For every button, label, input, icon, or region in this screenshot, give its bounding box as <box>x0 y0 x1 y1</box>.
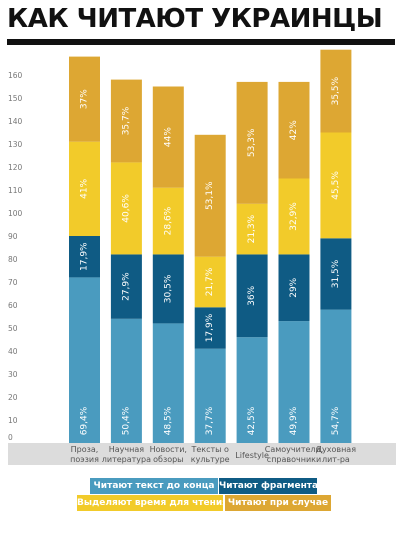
bar-segment <box>320 309 352 443</box>
bar-segment <box>320 132 352 239</box>
bar-value-label: 30,5% <box>163 274 173 303</box>
y-tick-label: 70 <box>8 278 18 287</box>
y-tick-label: 90 <box>8 232 18 241</box>
bar-value-label: 37% <box>80 89 90 109</box>
y-tick-label: 30 <box>8 370 18 379</box>
bar-value-label: 44% <box>163 127 173 147</box>
bar-segment <box>194 256 226 308</box>
bar-value-label: 48,5% <box>163 406 173 435</box>
x-axis-strip <box>8 443 396 465</box>
title-underline <box>7 39 395 45</box>
bar-value-label: 54,7% <box>331 406 341 435</box>
legend-item-read-fragments: Читают фрагментами <box>219 478 317 494</box>
bar-segment <box>278 81 310 179</box>
bar-value-label: 45,5% <box>331 171 341 200</box>
category-label: Духовная <box>316 445 356 454</box>
bar-segment <box>69 236 100 278</box>
bar-value-label: 42% <box>289 120 299 140</box>
bar-segment <box>320 49 352 133</box>
category-label: литература <box>102 455 151 464</box>
y-tick-label: 20 <box>8 393 18 402</box>
bar-value-label: 40,6% <box>121 194 131 223</box>
category-label: обзоры <box>153 455 183 464</box>
y-tick-label: 0 <box>8 433 13 442</box>
bar-segment <box>69 56 100 142</box>
bar-segment <box>194 307 226 349</box>
bar-segment <box>69 141 100 236</box>
page-title: КАК ЧИТАЮТ УКРАИНЦЫ <box>7 4 383 34</box>
bar-value-label: 27,9% <box>121 272 131 301</box>
bar-value-label: 41% <box>80 178 90 198</box>
bar-segment <box>236 81 268 204</box>
bar-value-label: 21,7% <box>205 267 215 296</box>
category-label: Lifestyle <box>235 451 269 460</box>
bar-segment <box>194 134 226 257</box>
category-label: Тексты о <box>190 445 229 454</box>
y-tick-label: 120 <box>8 163 23 172</box>
bar-segment <box>110 318 142 443</box>
bar-segment <box>320 238 352 310</box>
bar-segment <box>152 187 184 255</box>
bar-value-label: 42,5% <box>247 406 257 435</box>
category-label: Проза, <box>71 445 99 454</box>
category-label: Научная <box>109 445 145 454</box>
bar-value-label: 28,6% <box>163 206 173 235</box>
bar-segment <box>110 254 142 319</box>
bar-value-label: 69,4% <box>80 406 90 435</box>
bar-segment <box>194 348 226 443</box>
y-tick-label: 40 <box>8 347 18 356</box>
bar-value-label: 31,5% <box>331 259 341 288</box>
y-tick-label: 60 <box>8 301 18 310</box>
y-tick-label: 80 <box>8 255 18 264</box>
y-tick-label: 140 <box>8 117 23 126</box>
bar-segment <box>236 254 268 338</box>
category-label: справочники <box>267 455 321 464</box>
category-label: культуре <box>191 455 230 464</box>
bar-value-label: 32,9% <box>289 202 299 231</box>
bar-value-label: 36% <box>247 285 257 305</box>
bar-value-label: 53,1% <box>205 181 215 210</box>
bar-segment <box>278 321 310 443</box>
y-tick-label: 110 <box>8 186 23 195</box>
bar-value-label: 50,4% <box>121 406 131 435</box>
category-label: поэзия <box>70 455 99 464</box>
bar-segment <box>110 162 142 255</box>
y-tick-label: 130 <box>8 140 23 149</box>
bar-segment <box>236 337 268 443</box>
legend-item-read-to-end: Читают текст до конца <box>90 478 218 494</box>
category-label: Новости, <box>150 445 187 454</box>
category-label: лит-ра <box>322 455 350 464</box>
legend-item-set-aside-time: Выделяют время для чтения <box>77 495 223 511</box>
y-tick-label: 50 <box>8 324 18 333</box>
bar-value-label: 29% <box>289 277 299 297</box>
bar-value-label: 17,9% <box>205 313 215 342</box>
bar-value-label: 17,9% <box>80 242 90 271</box>
category-label: Самоучители, <box>265 445 324 454</box>
bar-value-label: 53,3% <box>247 128 257 157</box>
y-tick-label: 160 <box>8 71 23 80</box>
bar-segment <box>152 86 184 188</box>
bar-segment <box>278 178 310 255</box>
bar-value-label: 21,3% <box>247 214 257 243</box>
y-tick-label: 150 <box>8 94 23 103</box>
bar-segment <box>152 254 184 324</box>
bar-segment <box>278 254 310 322</box>
bar-segment <box>152 323 184 443</box>
bar-segment <box>236 203 268 255</box>
bar-value-label: 37,7% <box>205 406 215 435</box>
y-tick-label: 100 <box>8 209 23 218</box>
y-tick-label: 10 <box>8 416 18 425</box>
legend-item-read-occasionally: Читают при случае <box>225 495 331 511</box>
bar-value-label: 35,5% <box>331 76 341 105</box>
bar-value-label: 49,9% <box>289 406 299 435</box>
bar-value-label: 35,7% <box>121 106 131 135</box>
bar-segment <box>110 79 142 163</box>
bar-segment <box>69 277 100 443</box>
